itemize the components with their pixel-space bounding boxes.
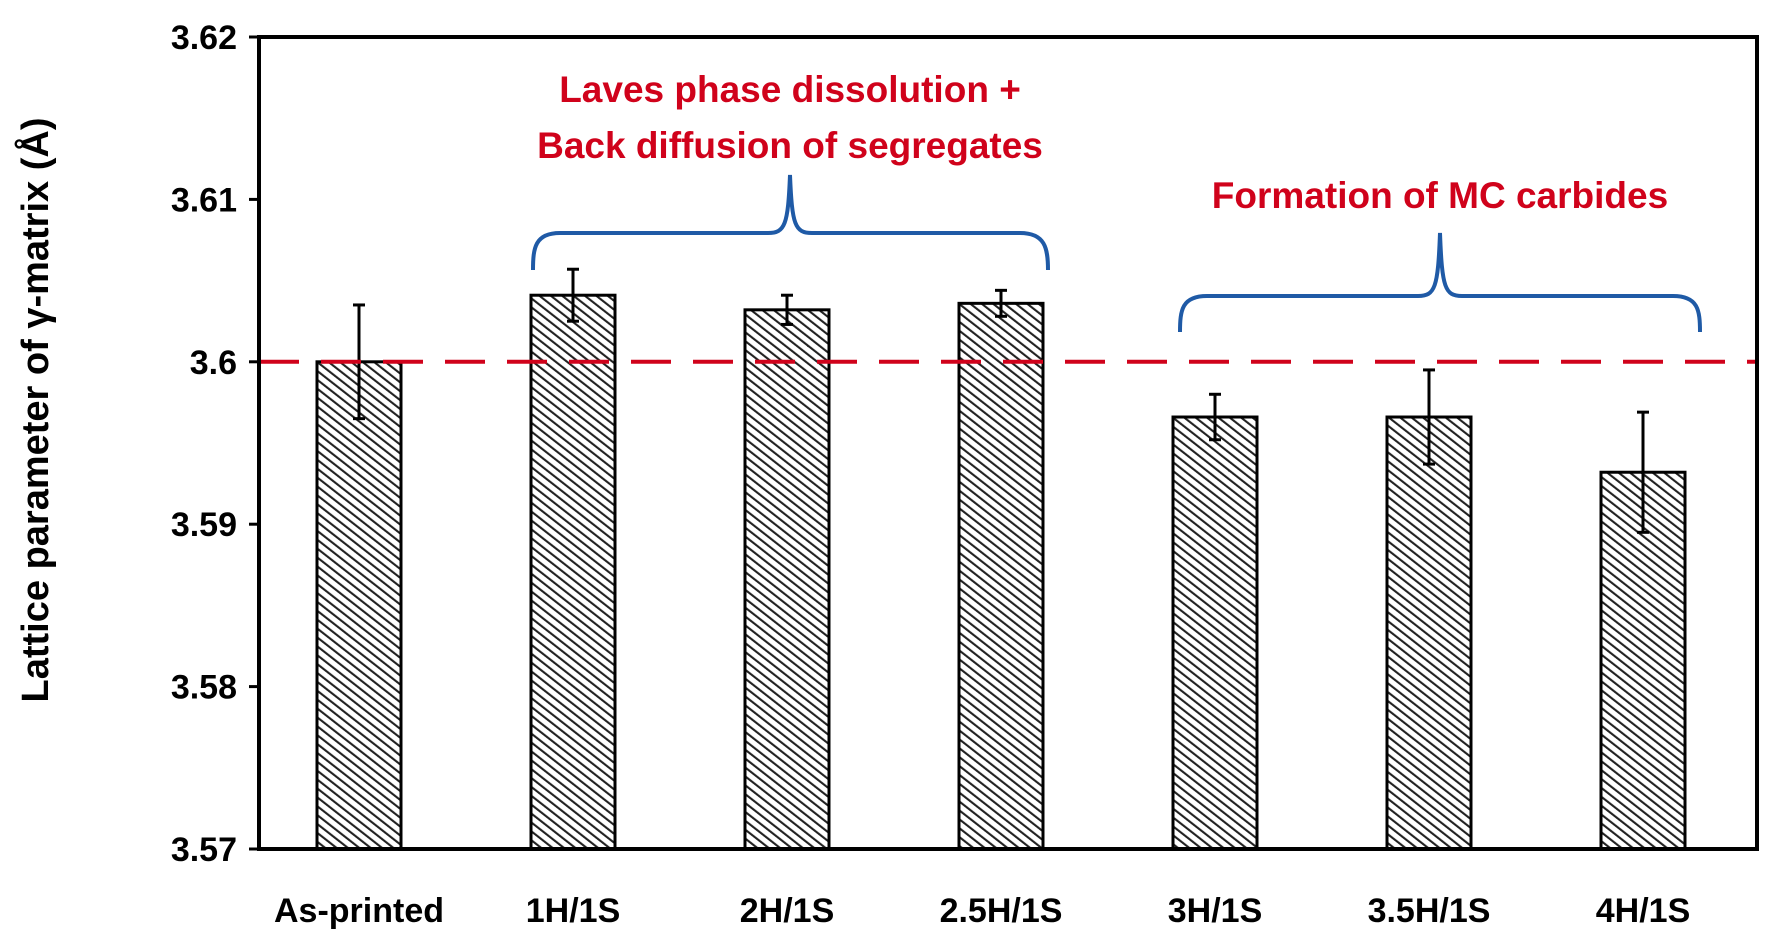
bar-1h-1s	[529, 293, 617, 851]
bar-2-5h-1s	[957, 301, 1045, 851]
x-tick-label: 2.5H/1S	[940, 892, 1063, 930]
plot-area-frame	[257, 35, 1759, 851]
y-axis-label: Lattice parameter of γ-matrix (Å)	[13, 118, 57, 703]
error-bar	[1637, 410, 1649, 534]
error-bar	[1423, 368, 1435, 466]
bar-as-printed	[315, 360, 403, 851]
annotation-laves: Laves phase dissolution + Back diffusion…	[531, 69, 1050, 271]
annotation-laves-line-2: Back diffusion of segregates	[537, 125, 1043, 166]
annotation-mc-carbides: Formation of MC carbides	[1178, 175, 1702, 333]
x-tick-label: 2H/1S	[740, 892, 835, 930]
error-bar	[1209, 392, 1221, 442]
y-tick-label: 3.59	[171, 506, 237, 544]
y-tick-label: 3.57	[171, 831, 237, 869]
x-tick-label: 3.5H/1S	[1368, 892, 1491, 930]
bars	[315, 293, 1687, 851]
annotation-laves-line-1: Laves phase dissolution +	[559, 69, 1021, 110]
error-bar	[995, 288, 1007, 318]
bar-2h-1s	[743, 308, 831, 851]
x-tick-label: 3H/1S	[1168, 892, 1263, 930]
bar-3h-1s	[1171, 415, 1259, 851]
x-tick-label: As-printed	[274, 892, 444, 930]
error-bars	[353, 267, 1649, 534]
y-tick-label: 3.6	[190, 344, 237, 382]
x-tick-label: 1H/1S	[526, 892, 621, 930]
error-bar	[781, 293, 793, 326]
annotation-laves-brace	[531, 174, 1050, 271]
error-bar	[567, 267, 579, 323]
bar-3-5h-1s	[1385, 415, 1473, 851]
y-axis-ticks: 3.57 3.58 3.59 3.6 3.61 3.62	[171, 19, 259, 869]
y-tick-label: 3.62	[171, 19, 237, 57]
y-tick-label: 3.61	[171, 181, 237, 219]
x-axis-ticks: As-printed 1H/1S 2H/1S 2.5H/1S 3H/1S 3.5H/1S 4…	[274, 892, 1690, 930]
annotation-mc-carbides-text: Formation of MC carbides	[1212, 175, 1668, 216]
y-tick-label: 3.58	[171, 669, 237, 707]
annotation-mc-carbides-brace	[1178, 232, 1702, 333]
x-tick-label: 4H/1S	[1596, 892, 1691, 930]
